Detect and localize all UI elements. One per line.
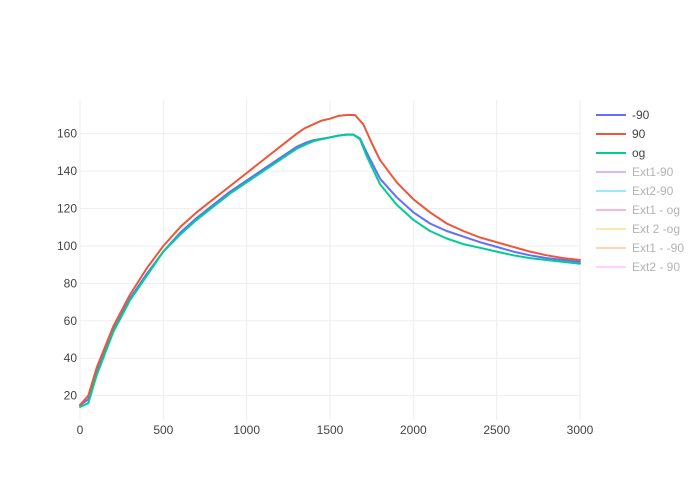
axes: 20 40 60 80 100 120 140 160 0 500 1000 1500 2000 2500…: [57, 127, 594, 437]
legend-label: Ext2 - 90: [632, 260, 680, 274]
legend-item[interactable]: og: [596, 146, 645, 160]
legend-label: 90: [632, 127, 646, 141]
legend-item[interactable]: Ext1 - og: [596, 203, 680, 217]
legend-item[interactable]: 90: [596, 127, 646, 141]
series-line-3: [79, 133, 581, 408]
legend-item[interactable]: -90: [596, 108, 650, 122]
x-tick-label: 500: [153, 423, 173, 437]
legend-label: og: [632, 146, 645, 160]
legend-label: Ext1 - -90: [632, 241, 684, 255]
legend-label: -90: [632, 108, 650, 122]
x-tick-label: 0: [77, 423, 84, 437]
x-tick-label: 1000: [233, 423, 260, 437]
series-lines: [79, 114, 581, 408]
x-tick-label: 2500: [483, 423, 510, 437]
y-tick-label: 20: [64, 389, 78, 403]
legend-item[interactable]: Ext1-90: [596, 165, 674, 179]
legend[interactable]: -90 90 og Ext1-90 Ext2-90 Ext1 - og Ext 2 -og E…: [596, 108, 684, 274]
x-tick-label: 2000: [400, 423, 427, 437]
gridlines: [79, 100, 581, 420]
y-tick-label: 60: [64, 314, 78, 328]
legend-label: Ext1-90: [632, 165, 674, 179]
legend-item[interactable]: Ext1 - -90: [596, 241, 684, 255]
x-tick-label: 1500: [317, 423, 344, 437]
y-tick-label: 80: [64, 276, 78, 290]
legend-item[interactable]: Ext2-90: [596, 184, 674, 198]
series-line-2: [79, 114, 581, 406]
legend-item[interactable]: Ext 2 -og: [596, 222, 680, 236]
legend-label: Ext2-90: [632, 184, 674, 198]
legend-label: Ext1 - og: [632, 203, 680, 217]
y-tick-label: 160: [57, 127, 77, 141]
x-tick-label: 3000: [567, 423, 594, 437]
y-tick-label: 100: [57, 239, 77, 253]
legend-label: Ext 2 -og: [632, 222, 680, 236]
y-tick-label: 140: [57, 164, 77, 178]
legend-item[interactable]: Ext2 - 90: [596, 260, 680, 274]
y-tick-label: 120: [57, 202, 77, 216]
y-tick-label: 40: [64, 351, 78, 365]
